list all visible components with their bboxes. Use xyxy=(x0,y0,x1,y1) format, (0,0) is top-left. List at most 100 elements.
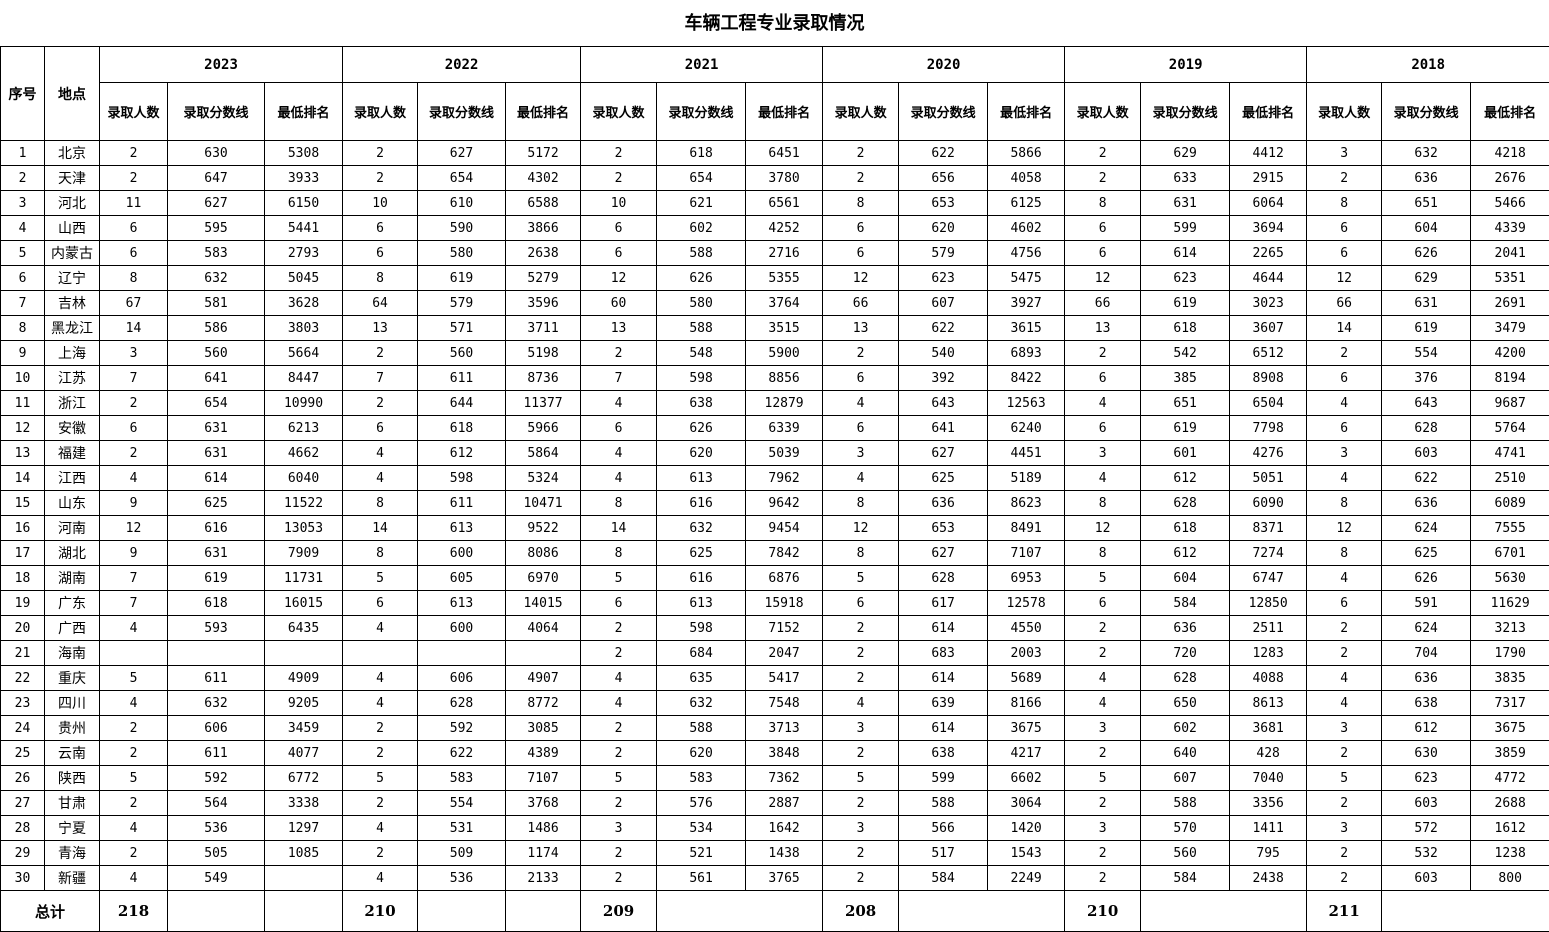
score-cell: 630 xyxy=(168,141,265,166)
score-header: 录取分数线 xyxy=(1382,83,1471,141)
count-cell: 8 xyxy=(343,491,418,516)
score-cell: 651 xyxy=(1382,191,1471,216)
count-cell: 5 xyxy=(1065,766,1141,791)
score-cell: 554 xyxy=(1382,341,1471,366)
count-cell: 2 xyxy=(343,791,418,816)
count-cell: 2 xyxy=(581,841,657,866)
year-header-2019: 2019 xyxy=(1065,47,1307,83)
score-cell: 619 xyxy=(1141,416,1230,441)
total-label: 总计 xyxy=(1,891,100,932)
rank-cell: 3023 xyxy=(1230,291,1307,316)
score-cell xyxy=(418,641,506,666)
place-cell: 广西 xyxy=(45,616,100,641)
rank-cell: 2041 xyxy=(1471,241,1549,266)
count-cell: 4 xyxy=(1307,691,1382,716)
place-cell: 江苏 xyxy=(45,366,100,391)
score-cell: 613 xyxy=(418,591,506,616)
year-header-2022: 2022 xyxy=(343,47,581,83)
score-cell: 542 xyxy=(1141,341,1230,366)
score-cell: 629 xyxy=(1382,266,1471,291)
rank-cell: 5324 xyxy=(506,466,581,491)
count-cell: 13 xyxy=(1065,316,1141,341)
count-cell: 5 xyxy=(823,566,899,591)
rank-cell: 9687 xyxy=(1471,391,1549,416)
rank-cell: 428 xyxy=(1230,741,1307,766)
score-cell: 611 xyxy=(168,666,265,691)
score-cell: 631 xyxy=(1382,291,1471,316)
count-cell: 6 xyxy=(343,591,418,616)
rank-cell: 6150 xyxy=(265,191,343,216)
score-cell: 683 xyxy=(899,641,988,666)
rank-cell: 3213 xyxy=(1471,616,1549,641)
total-count: 208 xyxy=(823,891,899,932)
place-cell: 海南 xyxy=(45,641,100,666)
score-cell: 625 xyxy=(899,466,988,491)
score-cell: 611 xyxy=(168,741,265,766)
score-cell: 620 xyxy=(899,216,988,241)
place-cell: 四川 xyxy=(45,691,100,716)
total-count: 211 xyxy=(1307,891,1382,932)
rank-cell: 9642 xyxy=(746,491,823,516)
score-cell: 622 xyxy=(899,141,988,166)
score-cell: 623 xyxy=(899,266,988,291)
score-cell: 602 xyxy=(1141,716,1230,741)
count-cell: 7 xyxy=(100,366,168,391)
place-cell: 浙江 xyxy=(45,391,100,416)
score-cell: 654 xyxy=(657,166,746,191)
place-cell: 北京 xyxy=(45,141,100,166)
count-cell: 6 xyxy=(1307,216,1382,241)
score-cell: 631 xyxy=(168,541,265,566)
count-header: 录取人数 xyxy=(823,83,899,141)
rank-cell: 5355 xyxy=(746,266,823,291)
score-cell: 548 xyxy=(657,341,746,366)
rank-cell: 12563 xyxy=(988,391,1065,416)
score-cell: 620 xyxy=(657,441,746,466)
count-cell: 8 xyxy=(1307,541,1382,566)
score-cell: 588 xyxy=(1141,791,1230,816)
count-cell: 8 xyxy=(1065,191,1141,216)
count-cell: 2 xyxy=(1307,641,1382,666)
score-cell: 624 xyxy=(1382,616,1471,641)
score-cell: 626 xyxy=(1382,566,1471,591)
score-cell: 592 xyxy=(418,716,506,741)
row-number: 5 xyxy=(1,241,45,266)
total-count: 209 xyxy=(581,891,657,932)
rank-cell: 6602 xyxy=(988,766,1065,791)
row-number: 21 xyxy=(1,641,45,666)
score-cell: 684 xyxy=(657,641,746,666)
count-cell: 4 xyxy=(343,816,418,841)
rank-cell: 5308 xyxy=(265,141,343,166)
row-number: 7 xyxy=(1,291,45,316)
row-number: 15 xyxy=(1,491,45,516)
score-cell: 627 xyxy=(418,141,506,166)
page-title: 车辆工程专业录取情况 xyxy=(0,0,1549,46)
count-cell: 12 xyxy=(581,266,657,291)
row-number: 24 xyxy=(1,716,45,741)
score-cell: 619 xyxy=(168,566,265,591)
count-cell: 5 xyxy=(581,566,657,591)
score-cell: 595 xyxy=(168,216,265,241)
count-cell: 2 xyxy=(100,141,168,166)
place-cell: 河北 xyxy=(45,191,100,216)
rank-cell: 6213 xyxy=(265,416,343,441)
row-number: 2 xyxy=(1,166,45,191)
score-cell: 601 xyxy=(1141,441,1230,466)
score-cell: 640 xyxy=(1141,741,1230,766)
rank-cell: 6512 xyxy=(1230,341,1307,366)
rank-cell: 4412 xyxy=(1230,141,1307,166)
rank-cell: 4662 xyxy=(265,441,343,466)
rank-cell: 3803 xyxy=(265,316,343,341)
count-cell: 2 xyxy=(581,716,657,741)
rank-cell: 1642 xyxy=(746,816,823,841)
rank-cell: 12879 xyxy=(746,391,823,416)
rank-cell: 11731 xyxy=(265,566,343,591)
rank-cell: 3479 xyxy=(1471,316,1549,341)
rank-cell: 3859 xyxy=(1471,741,1549,766)
count-cell: 2 xyxy=(823,166,899,191)
place-cell: 新疆 xyxy=(45,866,100,891)
score-cell: 588 xyxy=(657,716,746,741)
score-cell: 618 xyxy=(1141,516,1230,541)
rank-cell: 6953 xyxy=(988,566,1065,591)
